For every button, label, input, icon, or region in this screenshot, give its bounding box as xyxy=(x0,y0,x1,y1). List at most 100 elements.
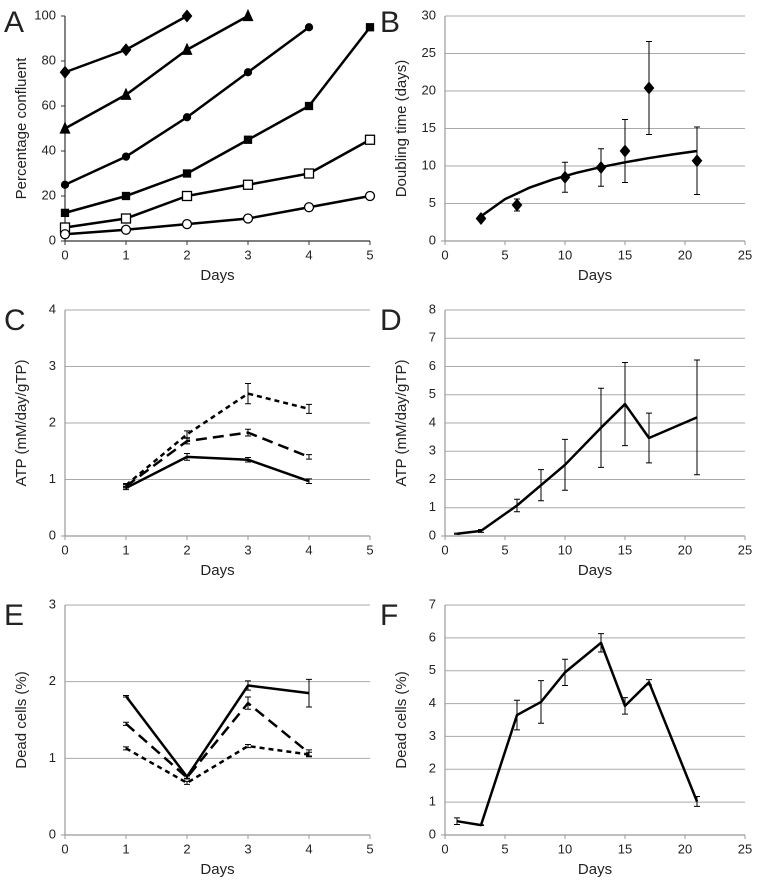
x-axis-title: Days xyxy=(200,562,234,579)
error-bar xyxy=(478,824,484,826)
y-tick-label: 0 xyxy=(429,527,436,542)
y-tick-label: 3 xyxy=(49,596,56,611)
y-tick-label: 7 xyxy=(429,596,436,611)
x-tick-label: 1 xyxy=(122,247,129,262)
marker xyxy=(364,134,376,145)
x-tick-label: 3 xyxy=(244,247,251,262)
x-tick-label: 0 xyxy=(441,841,448,856)
error-bar xyxy=(598,387,604,468)
marker xyxy=(303,168,315,179)
marker xyxy=(243,135,253,144)
y-tick-label: 2 xyxy=(49,414,56,429)
marker xyxy=(242,213,254,224)
marker xyxy=(303,202,315,213)
error-bar xyxy=(306,678,312,708)
y-tick-label: 20 xyxy=(422,82,436,97)
error-bar xyxy=(306,751,312,758)
marker xyxy=(120,43,132,57)
x-tick-label: 2 xyxy=(183,542,190,557)
x-tick-label: 10 xyxy=(558,841,572,856)
y-tick-label: 0 xyxy=(49,232,56,247)
error-bar xyxy=(454,817,460,825)
y-tick-label: 2 xyxy=(49,673,56,688)
y-tick-label: 2 xyxy=(429,761,436,776)
error-bar xyxy=(454,532,460,535)
y-tick-label: 0 xyxy=(429,232,436,247)
x-tick-label: 0 xyxy=(61,247,68,262)
panel-letter: B xyxy=(380,6,400,39)
error-bar xyxy=(123,694,129,698)
y-tick-label: 25 xyxy=(422,45,436,60)
marker xyxy=(181,9,193,23)
error-bar xyxy=(306,478,312,484)
series-line xyxy=(480,149,698,218)
x-tick-label: 5 xyxy=(501,542,508,557)
y-tick-label: 7 xyxy=(429,330,436,345)
marker xyxy=(59,121,71,134)
y-tick-label: 10 xyxy=(422,157,436,172)
panel-letter: A xyxy=(4,6,24,39)
error-bar xyxy=(694,796,700,807)
x-tick-label: 10 xyxy=(558,247,572,262)
y-axis-title: Percentage confluent xyxy=(13,57,30,200)
y-tick-label: 6 xyxy=(429,629,436,644)
marker xyxy=(120,224,132,235)
y-tick-label: 1 xyxy=(429,794,436,809)
error-bar xyxy=(562,438,568,491)
x-tick-label: 3 xyxy=(244,841,251,856)
x-tick-label: 4 xyxy=(305,542,312,557)
marker xyxy=(181,190,193,202)
x-tick-label: 15 xyxy=(618,247,632,262)
chart-panel: 0 1 2 3 4 0 1 2 3 4 5 Days ATP (mM/day/gTP) C xyxy=(4,301,374,579)
x-tick-label: 0 xyxy=(61,542,68,557)
y-tick-label: 80 xyxy=(42,52,56,67)
y-tick-label: 3 xyxy=(429,443,436,458)
chart-panel: 0 1 2 3 4 5 6 7 0 5 10 15 20 25 Days Dead cells (%) F xyxy=(380,596,752,878)
x-tick-label: 2 xyxy=(183,841,190,856)
y-tick-label: 1 xyxy=(429,499,436,514)
error-bar xyxy=(123,482,129,488)
x-tick-label: 20 xyxy=(678,542,692,557)
marker xyxy=(243,68,253,77)
marker xyxy=(60,208,70,218)
x-tick-label: 10 xyxy=(558,542,572,557)
y-tick-label: 0 xyxy=(429,826,436,841)
error-bar xyxy=(562,658,568,686)
x-tick-label: 20 xyxy=(678,841,692,856)
y-tick-label: 4 xyxy=(429,695,436,710)
y-tick-label: 30 xyxy=(422,7,436,22)
x-tick-label: 4 xyxy=(305,841,312,856)
series-line xyxy=(456,402,698,535)
x-tick-label: 25 xyxy=(738,841,752,856)
x-tick-label: 20 xyxy=(678,247,692,262)
error-bar xyxy=(306,454,312,460)
error-bar xyxy=(514,699,520,731)
y-tick-label: 1 xyxy=(49,750,56,765)
series-line xyxy=(64,14,249,130)
marker xyxy=(242,8,254,22)
y-tick-label: 5 xyxy=(429,195,436,210)
marker xyxy=(181,218,193,230)
x-tick-label: 1 xyxy=(122,542,129,557)
x-axis-title: Days xyxy=(200,267,234,284)
error-bar xyxy=(478,529,484,533)
x-axis-title: Days xyxy=(578,267,612,284)
y-tick-label: 8 xyxy=(429,301,436,316)
marker xyxy=(643,81,655,95)
marker xyxy=(182,113,192,122)
marker xyxy=(691,154,703,168)
series-line xyxy=(456,641,699,827)
y-axis-title: Dead cells (%) xyxy=(393,671,410,769)
y-tick-label: 0 xyxy=(49,826,56,841)
y-tick-label: 0 xyxy=(49,527,56,542)
x-tick-label: 0 xyxy=(441,247,448,262)
x-tick-label: 1 xyxy=(122,841,129,856)
marker xyxy=(304,23,314,32)
error-bar xyxy=(622,697,628,715)
panel-letter: F xyxy=(380,599,398,632)
y-tick-label: 60 xyxy=(42,97,56,112)
x-tick-label: 0 xyxy=(441,542,448,557)
panel-letter: C xyxy=(4,304,26,337)
marker xyxy=(182,169,192,178)
marker xyxy=(181,42,193,55)
